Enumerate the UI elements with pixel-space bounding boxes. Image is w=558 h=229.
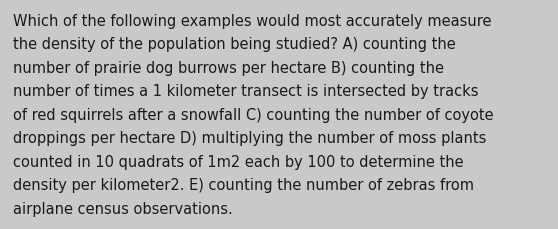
- Text: counted in 10 quadrats of 1m2 each by 100 to determine the: counted in 10 quadrats of 1m2 each by 10…: [13, 154, 464, 169]
- Text: number of prairie dog burrows per hectare B) counting the: number of prairie dog burrows per hectar…: [13, 61, 444, 76]
- Text: density per kilometer2. E) counting the number of zebras from: density per kilometer2. E) counting the …: [13, 178, 474, 193]
- Text: number of times a 1 kilometer transect is intersected by tracks: number of times a 1 kilometer transect i…: [13, 84, 479, 99]
- Text: Which of the following examples would most accurately measure: Which of the following examples would mo…: [13, 14, 492, 29]
- Text: airplane census observations.: airplane census observations.: [13, 201, 233, 216]
- Text: the density of the population being studied? A) counting the: the density of the population being stud…: [13, 37, 456, 52]
- Text: droppings per hectare D) multiplying the number of moss plants: droppings per hectare D) multiplying the…: [13, 131, 487, 146]
- Text: of red squirrels after a snowfall C) counting the number of coyote: of red squirrels after a snowfall C) cou…: [13, 108, 494, 123]
